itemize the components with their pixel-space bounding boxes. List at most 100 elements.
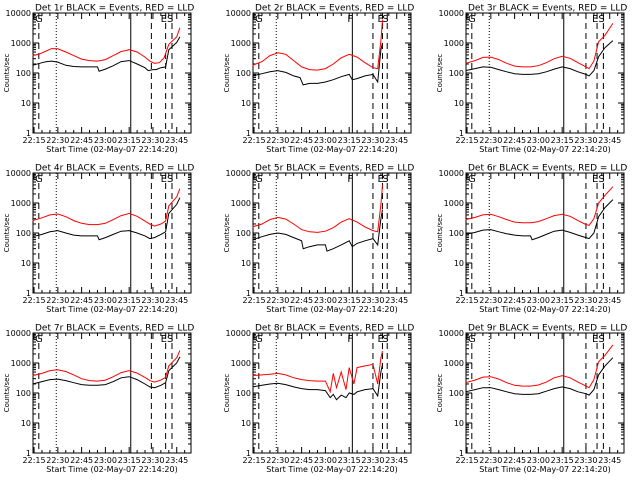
y-tick-label: 10000 <box>226 329 251 338</box>
x-axis-label: Start Time (02-May-07 22:14:20) <box>46 305 177 314</box>
y-tick-label: 10000 <box>6 169 31 178</box>
y-tick-label: 100 <box>236 229 251 238</box>
marker-label: S <box>382 334 388 345</box>
x-tick-label: 23:45 <box>165 456 188 465</box>
x-tick-label: 22:15 <box>456 296 479 305</box>
y-tick-label: 100 <box>16 69 31 78</box>
y-tick-label: 10 <box>241 419 251 428</box>
series-line-lld <box>465 23 614 70</box>
y-tick-label: 10 <box>454 99 464 108</box>
x-tick-label: 23:15 <box>118 456 141 465</box>
y-tick-label: 1 <box>459 129 464 138</box>
y-tick-label: 1 <box>246 289 251 298</box>
panel-title: Det 6r BLACK = Events, RED = LLD <box>468 164 627 174</box>
y-tick-label: 1 <box>26 289 31 298</box>
marker-label: E <box>592 14 598 25</box>
y-tick-label: 1000 <box>11 199 31 208</box>
y-tick-label: 100 <box>236 389 251 398</box>
x-tick-label: 22:30 <box>266 136 289 145</box>
x-axis-label: Start Time (02-May-07 22:14:20) <box>266 465 397 474</box>
panel-title: Det 1r BLACK = Events, RED = LLD <box>35 4 194 14</box>
x-tick-label: 23:00 <box>94 136 117 145</box>
x-tick-label: 22:45 <box>290 456 313 465</box>
y-tick-label: 100 <box>16 389 31 398</box>
y-tick-label: 1000 <box>444 39 464 48</box>
y-axis-label: Counts/sec <box>223 374 231 413</box>
corner-label: G <box>468 14 476 25</box>
y-tick-label: 1 <box>26 449 31 458</box>
series-line-events <box>252 364 383 401</box>
marker-label: F <box>347 334 353 345</box>
y-tick-label: 100 <box>236 69 251 78</box>
panel-title: Det 2r BLACK = Events, RED = LLD <box>255 4 414 14</box>
series-line-lld <box>32 350 181 383</box>
y-axis-label: Counts/sec <box>436 374 444 413</box>
marker-label: S <box>382 14 388 25</box>
panel-title: Det 4r BLACK = Events, RED = LLD <box>35 164 194 174</box>
x-tick-label: 23:45 <box>385 296 408 305</box>
y-tick-label: 1 <box>246 129 251 138</box>
x-axis-label: Start Time (02-May-07 22:14:20) <box>266 305 397 314</box>
x-tick-label: 22:15 <box>243 136 266 145</box>
x-tick-label: 23:45 <box>598 456 621 465</box>
x-tick-label: 23:45 <box>165 136 188 145</box>
y-tick-label: 10 <box>21 99 31 108</box>
x-tick-label: 23:30 <box>141 296 164 305</box>
x-tick-label: 23:00 <box>527 296 550 305</box>
x-tick-label: 23:30 <box>361 136 384 145</box>
corner-label: G <box>255 334 263 345</box>
y-tick-label: 10000 <box>6 9 31 18</box>
series-line-lld <box>252 350 383 394</box>
series-line-lld <box>465 344 614 389</box>
x-tick-label: 22:15 <box>456 136 479 145</box>
panel-title: Det 5r BLACK = Events, RED = LLD <box>255 164 414 174</box>
y-tick-label: 100 <box>449 69 464 78</box>
x-axis-label: Start Time (02-May-07 22:14:20) <box>479 305 610 314</box>
x-tick-label: 23:30 <box>141 456 164 465</box>
x-tick-label: 22:30 <box>479 136 502 145</box>
x-tick-label: 22:15 <box>23 136 46 145</box>
y-tick-label: 10 <box>21 259 31 268</box>
y-tick-label: 1 <box>26 129 31 138</box>
series-line-events <box>465 199 614 241</box>
y-axis-label: Counts/sec <box>3 54 11 93</box>
x-tick-label: 22:45 <box>70 456 93 465</box>
y-tick-label: 1000 <box>444 359 464 368</box>
x-tick-label: 22:30 <box>266 296 289 305</box>
series-line-lld <box>252 184 383 233</box>
x-tick-label: 23:15 <box>118 296 141 305</box>
y-tick-label: 1 <box>459 289 464 298</box>
y-axis-label: Counts/sec <box>436 54 444 93</box>
series-line-lld <box>32 27 181 64</box>
marker-label: E <box>161 334 167 345</box>
marker-label: E <box>592 174 598 185</box>
series-line-lld <box>465 186 614 226</box>
series-line-lld <box>252 19 383 71</box>
x-tick-label: 23:15 <box>551 296 574 305</box>
x-tick-label: 23:45 <box>598 296 621 305</box>
y-tick-label: 10000 <box>226 169 251 178</box>
series-line-events <box>252 209 383 252</box>
marker-label: S <box>598 334 604 345</box>
marker-label: S <box>598 14 604 25</box>
x-tick-label: 23:45 <box>385 456 408 465</box>
x-tick-label: 23:30 <box>361 296 384 305</box>
x-tick-label: 23:00 <box>314 296 337 305</box>
marker-label: E <box>592 334 598 345</box>
corner-label: G <box>255 14 263 25</box>
corner-label: G <box>35 334 43 345</box>
x-tick-label: 22:30 <box>46 456 69 465</box>
x-tick-label: 23:45 <box>165 296 188 305</box>
panel-title: Det 9r BLACK = Events, RED = LLD <box>468 324 627 334</box>
x-tick-label: 22:30 <box>479 456 502 465</box>
x-tick-label: 23:00 <box>314 456 337 465</box>
x-tick-label: 22:45 <box>70 136 93 145</box>
x-tick-label: 23:30 <box>361 456 384 465</box>
